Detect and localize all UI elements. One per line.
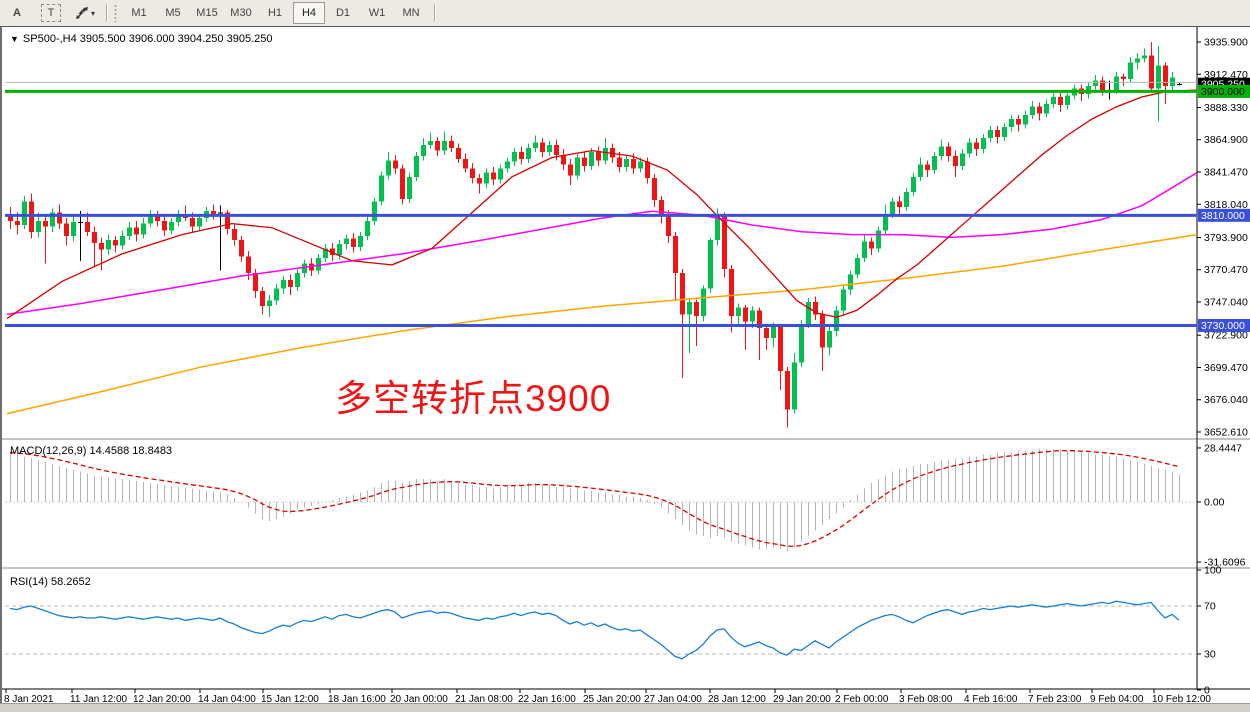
time-tick-label: 20 Jan 00:00: [390, 694, 448, 704]
toolbar-drag-handle[interactable]: [114, 4, 117, 22]
time-tick-label: 3 Feb 08:00: [899, 694, 953, 704]
price-badge-label: 3730.000: [1201, 320, 1245, 332]
arrow-text-tool-button[interactable]: A: [13, 7, 21, 19]
price-badge: [1198, 208, 1250, 222]
price-tick-label: 3888.330: [1204, 102, 1248, 114]
rsi-tick-label: 70: [1204, 601, 1216, 613]
text-tool-icon: T: [41, 4, 61, 22]
time-tick-label: 15 Jan 12:00: [261, 694, 319, 704]
time-tick-label: 12 Jan 20:00: [133, 694, 191, 704]
price-tick-label: 3770.470: [1204, 264, 1248, 276]
price-badge-label: 3900.000: [1201, 86, 1245, 98]
time-tick-label: 4 Feb 16:00: [964, 694, 1018, 704]
time-tick-label: 21 Jan 08:00: [455, 694, 513, 704]
timeframe-button-mn[interactable]: MN: [402, 7, 420, 19]
price-tick-label: 3652.610: [1204, 427, 1248, 439]
rsi-tick-label: 100: [1204, 565, 1222, 577]
time-tick-label: 10 Feb 12:00: [1152, 694, 1211, 704]
collapse-triangle-icon[interactable]: ▼: [10, 34, 19, 44]
price-tick-label: 3935.900: [1204, 37, 1248, 49]
price-tick-label: 3699.470: [1204, 362, 1248, 374]
window-bottom-strip: [0, 703, 1250, 712]
time-tick-label: 8 Jan 2021: [4, 694, 54, 704]
price-badge: [1198, 318, 1250, 332]
chevron-down-icon: ▾: [90, 8, 95, 18]
time-tick-label: 7 Feb 23:00: [1028, 694, 1082, 704]
time-tick-label: 2 Feb 00:00: [835, 694, 889, 704]
toolbar-separator-2: [434, 4, 436, 22]
price-tick-label: 3722.900: [1204, 330, 1248, 342]
macd-indicator-label: MACD(12,26,9) 14.4588 18.8483: [10, 445, 173, 457]
text-label-tool-button[interactable]: T: [35, 2, 67, 24]
price-tick-label: 3793.900: [1204, 232, 1248, 244]
ma-slow-orange: [6, 233, 1198, 415]
macd-signal-line: [9, 449, 1180, 548]
chart-window[interactable]: 3935.900 3912.470 3888.330 3864.900 3841.470…: [0, 26, 1250, 705]
timeframe-button-m15[interactable]: M15: [196, 7, 218, 19]
price-tick-label: 3747.040: [1204, 297, 1248, 309]
time-tick-label: 11 Jan 12:00: [70, 694, 128, 704]
time-tick-label: 25 Jan 20:00: [583, 694, 641, 704]
time-tick-label: 29 Jan 20:00: [773, 694, 831, 704]
rsi-indicator-label: RSI(14) 58.2652: [10, 576, 91, 588]
time-tick-label: 22 Jan 16:00: [518, 694, 576, 704]
time-tick-label: 14 Jan 04:00: [198, 694, 256, 704]
macd-tick-label: 0.00: [1204, 497, 1225, 509]
symbol-ohlc-text: SP500-,H4 3905.500 3906.000 3904.250 390…: [22, 33, 273, 45]
timeframe-button-w1[interactable]: W1: [368, 7, 386, 19]
price-badge: [1198, 84, 1250, 98]
timeframe-button-h1[interactable]: H1: [267, 7, 283, 19]
price-tick-label: 3818.040: [1204, 199, 1248, 211]
rsi-tick-label: 0: [1204, 685, 1210, 697]
time-tick-label: 18 Jan 16:00: [328, 694, 386, 704]
chart-text-annotation[interactable]: 多空转折点3900: [335, 378, 612, 419]
toolbar: A T ▾ M1 M5 M15 M30 H1 H4 D1 W1 MN: [0, 0, 1250, 27]
rsi-line: [9, 600, 1180, 660]
time-tick-label: 28 Jan 12:00: [708, 694, 766, 704]
timeframe-bar: M1 M5 M15 M30 H1 H4 D1 W1 MN: [122, 2, 428, 24]
timeframe-button-d1[interactable]: D1: [335, 7, 351, 19]
price-tick-label: 3864.900: [1204, 134, 1248, 146]
ma-mid-magenta: [6, 171, 1198, 316]
timeframe-button-m30[interactable]: M30: [230, 7, 252, 19]
cursor-tool-button[interactable]: ▾: [69, 2, 101, 24]
price-tick-label: 3841.470: [1204, 167, 1248, 179]
macd-tick-label: 28.4447: [1204, 442, 1242, 454]
timeframe-button-h4[interactable]: H4: [293, 2, 325, 24]
cursor-tool-icon: [75, 7, 88, 19]
chart-canvas[interactable]: 3935.9003912.4703888.3303864.9003841.470…: [2, 27, 1250, 704]
price-tick-label: 3676.040: [1204, 394, 1248, 406]
time-tick-label: 9 Feb 04:00: [1090, 694, 1144, 704]
rsi-tick-label: 30: [1204, 649, 1216, 661]
timeframe-button-m1[interactable]: M1: [131, 7, 147, 19]
toolbar-separator: [106, 4, 108, 22]
price-badge-label: 3810.000: [1201, 210, 1245, 222]
timeframe-button-m5[interactable]: M5: [165, 7, 181, 19]
symbol-ohlc-line[interactable]: ▼ SP500-,H4 3905.500 3906.000 3904.250 39…: [10, 33, 272, 45]
macd-histogram: [10, 448, 1180, 552]
macd-tick-label: -31.6096: [1204, 557, 1246, 569]
ma-fast-red: [6, 89, 1198, 320]
time-tick-label: 27 Jan 04:00: [644, 694, 702, 704]
